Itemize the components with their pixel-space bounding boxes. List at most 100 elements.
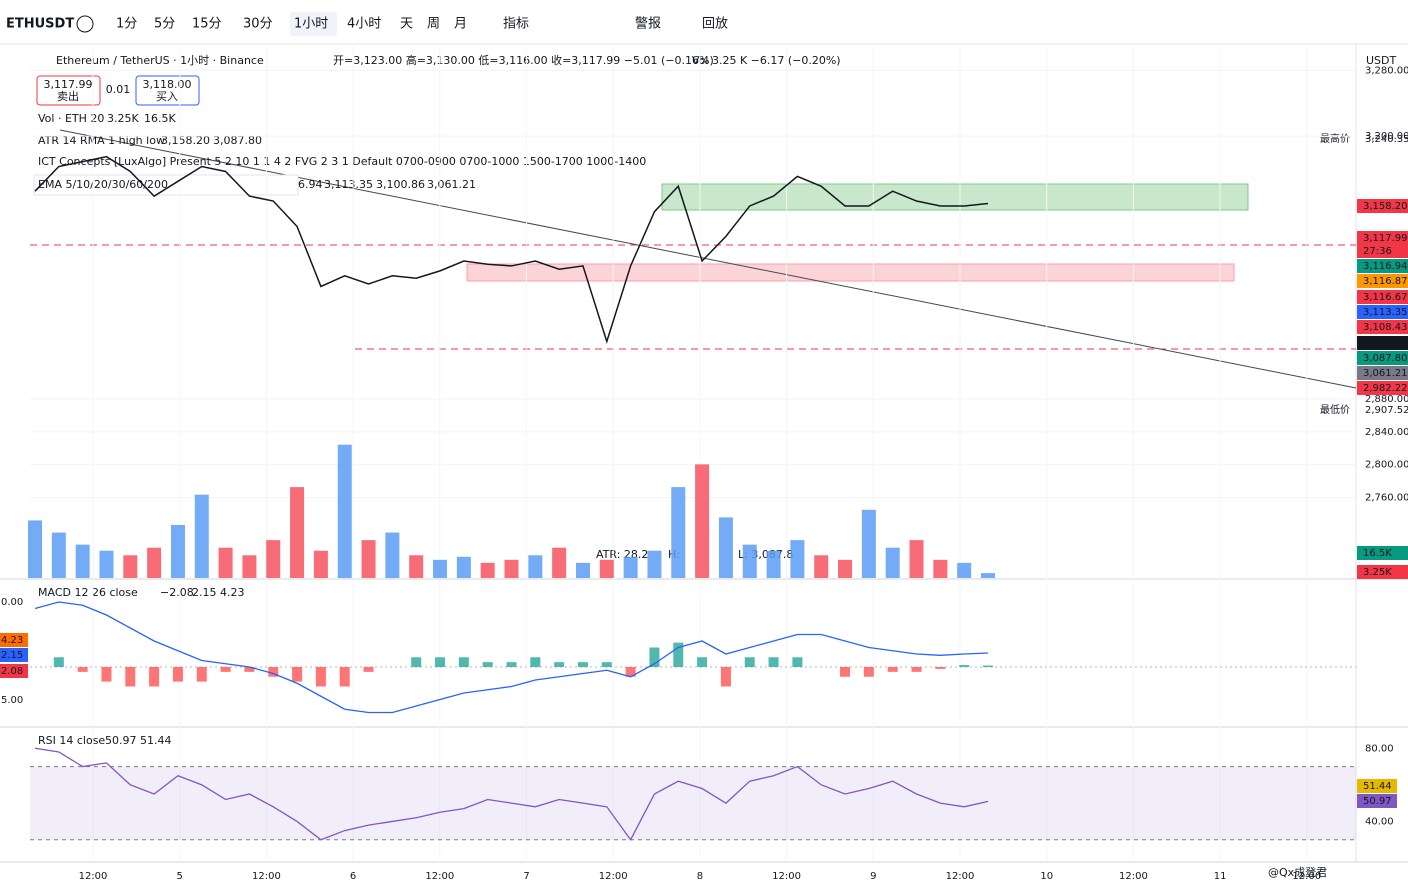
price-tag-label: 3,117.99 [1363,233,1408,244]
price-tag [1357,565,1408,579]
time-label: 11 [1214,871,1227,882]
volume-bar [814,555,829,578]
macd-hist [482,662,493,667]
vol-ma: 16.5K [144,112,176,125]
price-tag-label: 3,113.35 [1363,307,1408,318]
rsi-value: 50.97 [105,734,137,747]
macd-hist [577,662,588,667]
macd-hist [339,667,350,687]
interval-button[interactable]: 周 [427,17,440,32]
rsi-ma-value: 51.44 [140,734,172,747]
currency[interactable]: USDT [1366,54,1397,67]
replay-button[interactable]: 回放 [702,17,728,32]
time-label: 12:00 [946,871,975,882]
buy-button[interactable] [135,75,200,106]
volume-bar [194,494,209,578]
price-tag-label: 3,061.21 [1363,368,1408,379]
add-icon[interactable] [76,15,94,33]
sell-button[interactable] [36,75,101,106]
macd-hist [959,665,970,667]
time-label: 12:00 [599,871,628,882]
interval-button[interactable]: 1小时 [294,17,328,32]
interval-button[interactable]: 1分 [116,17,137,32]
buy-label[interactable]: 买入 [156,90,178,103]
rsi-tag-label: 51.44 [1363,781,1392,792]
macd-hist [911,667,922,672]
macd-hist [149,667,160,687]
volume-bar [433,559,448,578]
time-label: 12:00 [772,871,801,882]
volume-bar [385,532,400,578]
macd-hist [697,657,708,667]
watermark: @Qx成登君 [1268,865,1327,879]
macd-axis-label: 5.00 [1,695,23,706]
interval-button[interactable]: 4小时 [347,17,381,32]
interval-button[interactable]: 15分 [192,17,222,32]
volume-bar [361,540,376,578]
vol-study: Vol · ETH 20 [38,112,104,125]
macd-axis-label: 0.00 [1,597,23,608]
price-tag [1357,381,1408,395]
atr-study: ATR 14 RMA 1 high low [38,134,165,147]
symbol[interactable]: ETHUSDT [6,17,74,32]
macd-hist [530,657,541,667]
price-tag [1357,336,1408,350]
macd-hist [935,667,946,669]
time-label: 9 [870,871,876,882]
rsi-band [30,766,1356,840]
sell-label[interactable]: 卖出 [57,89,79,103]
price-tag-label: 3,116.67 [1363,292,1408,303]
ohlc: 开=3,123.00 高=3,130.00 低=3,116.00 收=3,117… [333,53,714,67]
ema-study[interactable]: EMA 5/10/20/30/60/200 [38,178,168,191]
macd-tag [0,664,28,678]
volume-bar [123,555,138,578]
macd-hist [411,657,422,667]
macd-hist [292,667,303,682]
volume-bar [75,544,90,578]
spread: 0.01 [106,83,131,96]
ema-value: 3,100.86 [376,178,425,191]
high-label: 3,240.35 [1365,134,1408,145]
price-tag [1357,320,1408,334]
alerts-button[interactable]: 警报 [635,16,661,32]
atr-high: 3,158.20 [161,134,210,147]
active-interval [290,12,337,36]
volume-bar [838,559,853,578]
macd-hist [172,667,183,682]
volume-bar [647,550,662,578]
price-tag [1357,366,1408,380]
macd-hist [887,667,898,672]
macd-axis-label: 2.15 [1,650,23,661]
low-caption: 最低价 [1320,403,1350,416]
trend-line [59,129,1357,389]
price-tag-label: 3,116.94 [1363,261,1408,272]
interval-button[interactable]: 5分 [154,17,175,32]
rsi-tag [1357,779,1397,793]
toolbar [0,0,1408,44]
macd-tag [0,648,28,662]
interval-button[interactable]: 天 [400,17,413,32]
time-label: 6 [350,871,356,882]
macd-hist [435,657,446,667]
macd-hist [792,657,803,667]
indicators-button[interactable]: 指标 [503,17,529,32]
volume-bar [218,547,233,578]
time-label: 12:00 [79,871,108,882]
price-tick-label: 2,800.00 [1365,460,1408,471]
macd-hist [506,662,517,667]
high-caption: 最高价 [1320,132,1350,145]
volume-bar [409,555,424,578]
interval-button[interactable]: 30分 [243,17,273,32]
time-label: 12:00 [1119,871,1148,882]
macd-hist [649,647,660,667]
volume-bar [909,540,924,578]
low-label: 2,907.52 [1365,405,1408,416]
macd-hist [720,667,731,687]
volume-bar [504,559,519,578]
interval-button[interactable]: 月 [454,17,467,32]
price-tick-label: 3,200.00 [1365,131,1408,142]
macd-hist [625,667,636,677]
sell-price[interactable]: 3,117.99 [44,78,93,91]
